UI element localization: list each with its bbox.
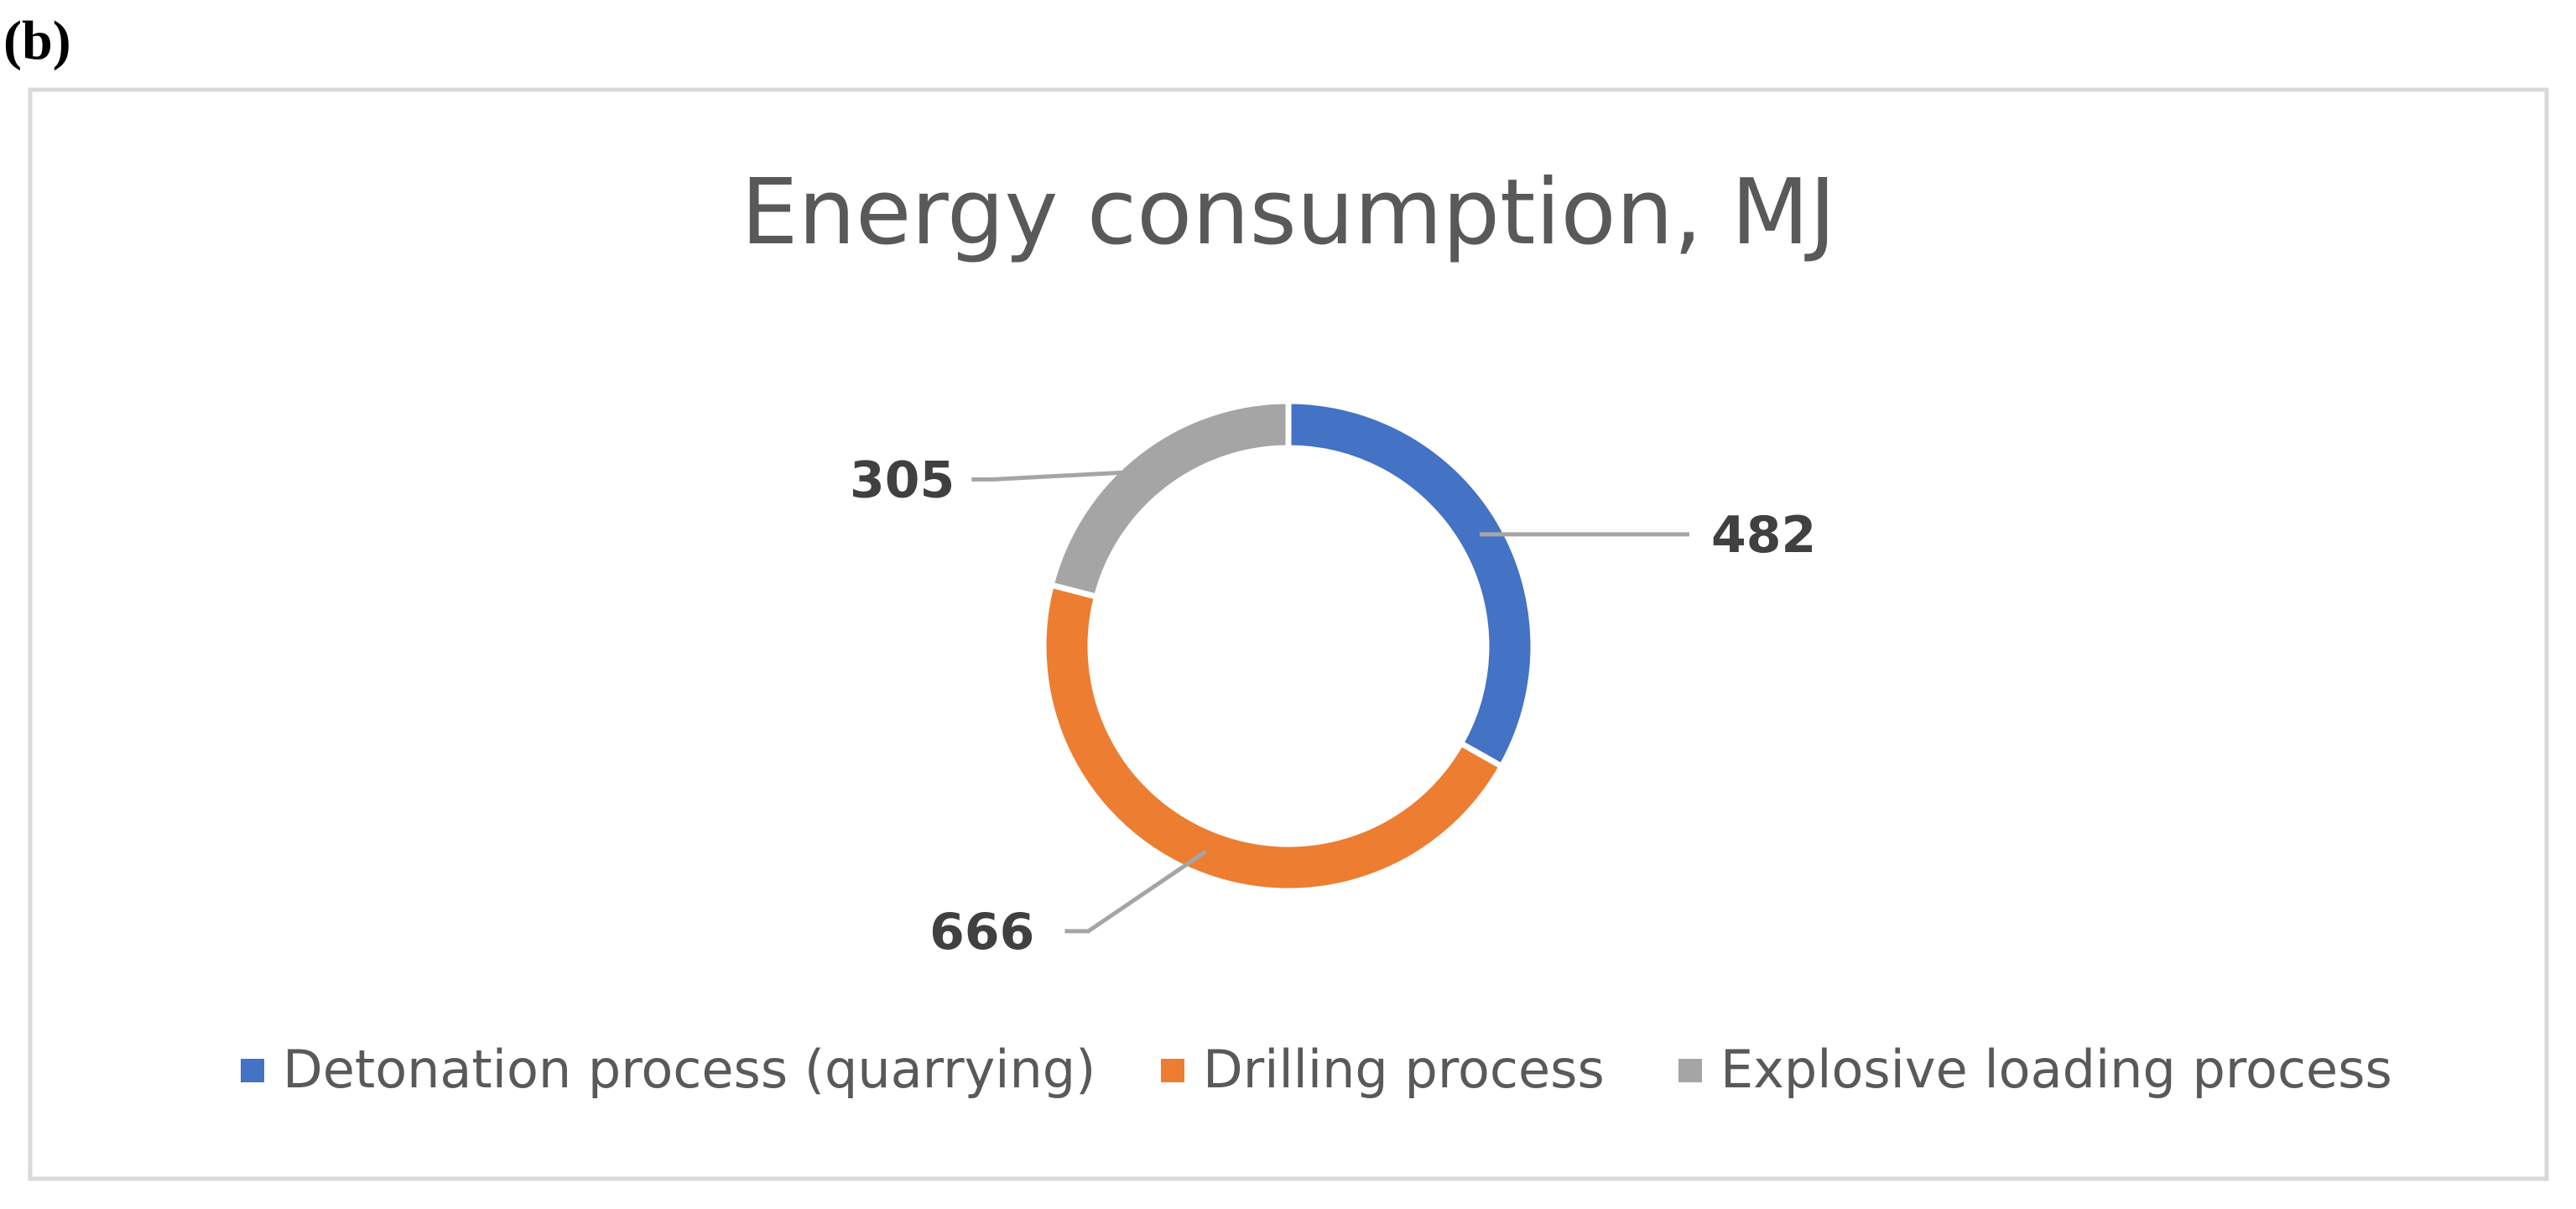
legend-swatch-3 bbox=[1678, 1059, 1702, 1082]
leader-line-2 bbox=[1064, 849, 1207, 934]
panel-label: (b) bbox=[3, 10, 71, 71]
donut-slice-3 bbox=[1047, 398, 1292, 601]
legend-label-1: Detonation process (quarrying) bbox=[283, 1039, 1095, 1100]
data-label-1: 482 bbox=[1711, 506, 1816, 565]
data-label-3: 305 bbox=[850, 451, 955, 509]
chart-title: Energy consumption, MJ bbox=[741, 160, 1835, 265]
legend-swatch-2 bbox=[1161, 1059, 1184, 1082]
data-label-2: 666 bbox=[929, 903, 1034, 961]
donut-slice-2 bbox=[1040, 581, 1507, 894]
chart-border bbox=[28, 87, 2549, 1181]
legend-label-3: Explosive loading process bbox=[1720, 1039, 2392, 1100]
legend-swatch-1 bbox=[241, 1059, 264, 1082]
leader-line-3 bbox=[971, 468, 1153, 482]
legend-label-2: Drilling process bbox=[1203, 1039, 1605, 1100]
